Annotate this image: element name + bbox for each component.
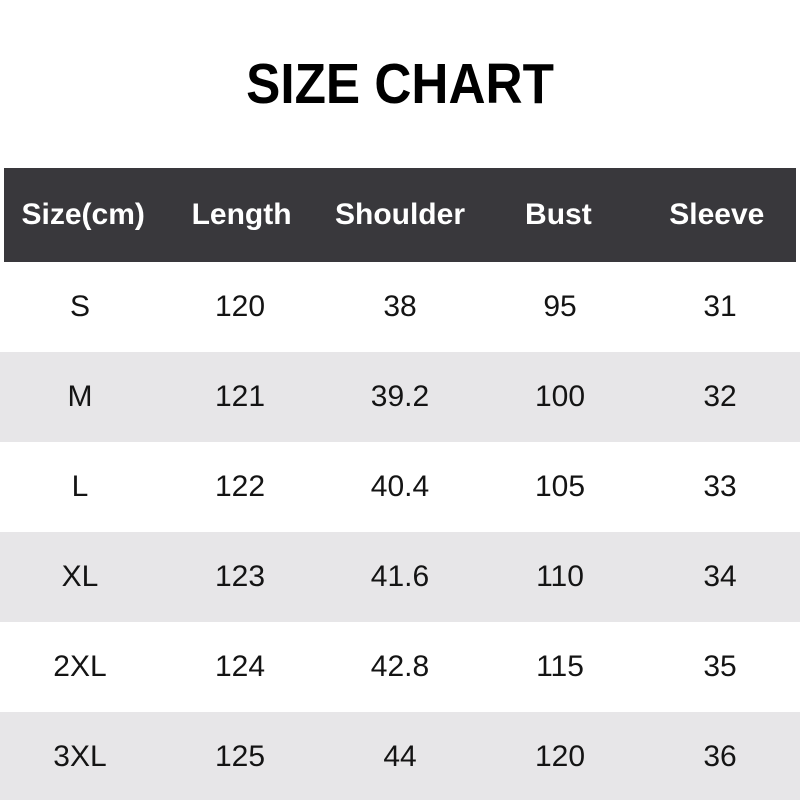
cell-shoulder: 38 xyxy=(383,290,417,323)
cell-bust: 95 xyxy=(543,290,577,323)
title-area: SIZE CHART xyxy=(0,0,800,168)
table-row-2xl: 2XL 124 42.8 115 35 xyxy=(0,622,800,712)
table-row-l: L 122 40.4 105 33 xyxy=(0,442,800,532)
header-cell-bust: Bust xyxy=(525,198,592,231)
cell-length: 124 xyxy=(214,650,266,683)
cell-length: 122 xyxy=(214,470,266,503)
cell-sleeve: 33 xyxy=(703,470,737,503)
cell-length: 123 xyxy=(214,560,266,593)
cell-bust: 115 xyxy=(536,650,584,683)
cell-sleeve: 36 xyxy=(703,740,737,773)
table-row-3xl: 3XL 125 44 120 36 xyxy=(0,712,800,800)
header-cell-size-cm: Size(cm) xyxy=(21,198,145,231)
cell-shoulder: 40.4 xyxy=(370,470,430,503)
table-row-s: S 120 38 95 31 xyxy=(0,262,800,352)
page-title: SIZE CHART xyxy=(246,52,554,116)
cell-bust: 120 xyxy=(534,740,586,773)
cell-length: 125 xyxy=(214,740,266,773)
cell-sleeve: 31 xyxy=(703,290,737,323)
cell-bust: 100 xyxy=(534,380,586,413)
cell-sleeve: 34 xyxy=(703,560,737,593)
cell-bust: 110 xyxy=(536,560,584,593)
table-header-row: Size(cm) Length Shoulder Bust Sleeve xyxy=(4,168,796,262)
cell-length: 120 xyxy=(214,290,266,323)
cell-shoulder: 41.6 xyxy=(370,560,430,593)
table-row-xl: XL 123 41.6 110 34 xyxy=(0,532,800,622)
cell-size: L xyxy=(71,470,89,503)
cell-bust: 105 xyxy=(534,470,586,503)
cell-size: 2XL xyxy=(53,650,107,683)
size-chart-table: Size(cm) Length Shoulder Bust Sleeve S 1… xyxy=(0,168,800,800)
header-cell-sleeve: Sleeve xyxy=(669,198,765,231)
cell-shoulder: 42.8 xyxy=(370,650,430,683)
header-cell-shoulder: Shoulder xyxy=(334,198,465,231)
cell-shoulder: 39.2 xyxy=(370,380,430,413)
cell-shoulder: 44 xyxy=(383,740,417,773)
table-row-m: M 121 39.2 100 32 xyxy=(0,352,800,442)
header-cell-length: Length xyxy=(191,198,292,231)
cell-size: XL xyxy=(61,560,99,593)
cell-sleeve: 35 xyxy=(703,650,737,683)
cell-size: M xyxy=(67,380,93,413)
cell-size: 3XL xyxy=(53,740,107,773)
cell-sleeve: 32 xyxy=(703,380,737,413)
cell-length: 121 xyxy=(214,380,266,413)
cell-size: S xyxy=(69,290,90,323)
